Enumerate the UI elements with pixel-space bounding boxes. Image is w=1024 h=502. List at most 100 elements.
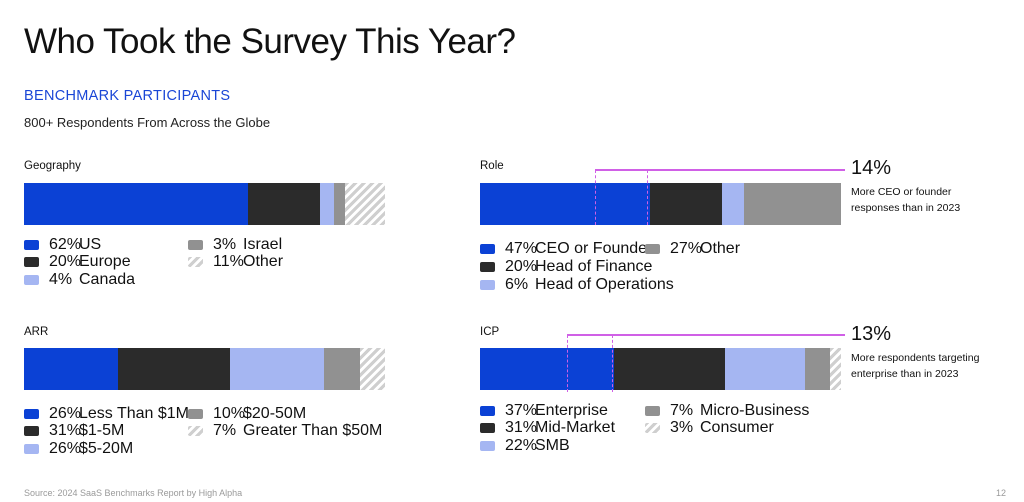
callout-role-dashed-line-left (595, 170, 596, 225)
bar-segment-micro-business (804, 348, 831, 390)
bar-segment-greater-than-50m (359, 348, 385, 390)
legend-percent: 7% (213, 422, 237, 439)
bar-segment-less-than-1m (24, 348, 118, 390)
bar-segment-ceo-or-founder (480, 183, 650, 225)
legend-percent: 7% (670, 402, 694, 419)
callout-icp-dashed-line-left (567, 335, 568, 392)
legend-percent: 47% (505, 240, 538, 257)
bar-segment-mid-market (613, 348, 726, 390)
bar-segment-1-5m (117, 348, 230, 390)
legend-label: Less Than $1M (79, 405, 189, 422)
legend-percent: 10% (213, 405, 246, 422)
callout-icp-dashed-line-right (612, 335, 613, 392)
bar-segment-5-20m (229, 348, 324, 390)
stacked-bar-arr (24, 348, 385, 390)
bar-segment-europe (247, 183, 320, 225)
legend-percent: 31% (505, 419, 538, 436)
legend-label: US (79, 236, 102, 253)
legend-label: $5-20M (79, 440, 134, 457)
page-subtitle: 800+ Respondents From Across the Globe (24, 115, 271, 130)
legend-label: Enterprise (535, 402, 608, 419)
legend-percent: 3% (670, 419, 694, 436)
legend-item-less-than-1m: 26% Less Than $1M (24, 405, 189, 423)
legend-item-canada: 4% Canada (24, 271, 135, 289)
legend-label: Other (243, 253, 284, 270)
stacked-bar-icp (480, 348, 841, 390)
legend-swatch (645, 406, 660, 416)
bar-segment-consumer (830, 348, 841, 390)
legend-swatch (480, 280, 495, 290)
bar-segment-other (345, 183, 385, 225)
legend-item-smb: 22% SMB (480, 437, 570, 455)
legend-item-consumer: 3% Consumer (645, 419, 774, 437)
legend-swatch (645, 423, 660, 433)
legend-swatch (24, 409, 39, 419)
page-number: 12 (996, 488, 1007, 498)
legend-percent: 62% (49, 236, 82, 253)
legend-swatch (480, 244, 495, 254)
legend-item-us: 62% US (24, 236, 101, 254)
legend-swatch (480, 441, 495, 451)
legend-percent: 4% (49, 271, 73, 288)
legend-label: $20-50M (243, 405, 307, 422)
chart-title-arr: ARR (24, 326, 49, 338)
legend-percent: 37% (505, 402, 538, 419)
legend-label: SMB (535, 437, 570, 454)
legend-item-greater-than-50m: 7% Greater Than $50M (188, 422, 382, 440)
callout-role-text: More CEO or founder responses than in 20… (851, 186, 961, 214)
legend-swatch (188, 257, 203, 267)
legend-swatch (480, 406, 495, 416)
legend-percent: 31% (49, 422, 82, 439)
legend-label: Other (700, 240, 741, 257)
bar-segment-20-50m (323, 348, 360, 390)
legend-swatch (480, 423, 495, 433)
legend-item-head-of-finance: 20% Head of Finance (480, 258, 652, 276)
stacked-bar-role (480, 183, 841, 225)
callout-icp-text: More respondents targeting enterprise th… (851, 352, 980, 380)
legend-item-other: 11% Other (188, 253, 283, 271)
legend-swatch (188, 409, 203, 419)
chart-title-icp: ICP (480, 326, 500, 338)
legend-item-1-5m: 31% $1-5M (24, 422, 124, 440)
legend-label: Consumer (700, 419, 774, 436)
legend-swatch (24, 426, 39, 436)
legend-item-micro-business: 7% Micro-Business (645, 402, 809, 420)
bar-segment-enterprise (480, 348, 614, 390)
legend-item-head-of-operations: 6% Head of Operations (480, 276, 674, 294)
bar-segment-canada (320, 183, 335, 225)
bar-segment-smb (725, 348, 805, 390)
legend-label: Europe (79, 253, 131, 270)
legend-swatch (24, 444, 39, 454)
legend-item-israel: 3% Israel (188, 236, 282, 254)
legend-item-5-20m: 26% $5-20M (24, 440, 133, 458)
legend-label: Israel (243, 236, 283, 253)
legend-percent: 26% (49, 440, 82, 457)
legend-percent: 27% (670, 240, 703, 257)
source-footnote: Source: 2024 SaaS Benchmarks Report by H… (24, 488, 243, 498)
legend-swatch (480, 262, 495, 272)
legend-item-mid-market: 31% Mid-Market (480, 419, 615, 437)
legend-swatch (645, 244, 660, 254)
legend-swatch (188, 240, 203, 250)
legend-label: Greater Than $50M (243, 422, 383, 439)
legend-percent: 20% (505, 258, 538, 275)
legend-item-20-50m: 10% $20-50M (188, 405, 306, 423)
legend-label: CEO or Founder (535, 240, 653, 257)
legend-swatch (24, 275, 39, 285)
legend-label: Head of Operations (535, 276, 674, 293)
chart-title-role: Role (480, 160, 504, 172)
legend-label: Micro-Business (700, 402, 810, 419)
callout-icp-connector-line (567, 334, 845, 336)
legend-swatch (188, 426, 203, 436)
bar-segment-head-of-finance (649, 183, 722, 225)
stacked-bar-geography (24, 183, 385, 225)
bar-segment-head-of-operations (721, 183, 744, 225)
legend-swatch (24, 257, 39, 267)
callout-role-connector-line (595, 169, 845, 171)
legend-percent: 3% (213, 236, 237, 253)
bar-segment-other (743, 183, 841, 225)
chart-title-geography: Geography (24, 160, 81, 172)
legend-item-europe: 20% Europe (24, 253, 131, 271)
legend-percent: 6% (505, 276, 529, 293)
legend-label: $1-5M (79, 422, 125, 439)
